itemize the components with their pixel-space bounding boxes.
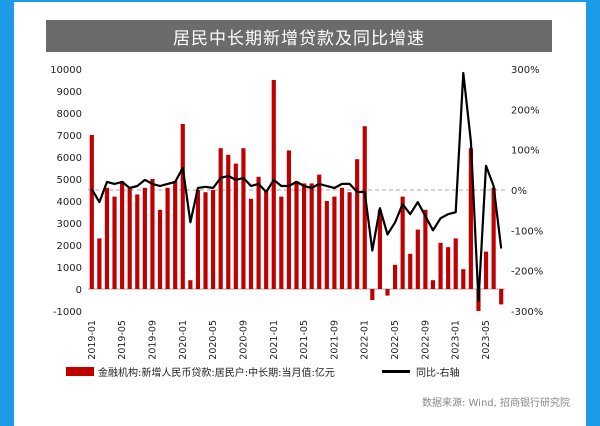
legend: 金融机构:新增人民币贷款:居民户:中长期:当月值:亿元 同比-右轴 [40,364,560,380]
legend-item-bars: 金融机构:新增人民币贷款:居民户:中长期:当月值:亿元 [66,364,335,379]
bar [142,187,147,289]
y-right-tick-label: -200% [511,267,543,278]
y-left-tick-label: 8000 [57,109,82,120]
y-left-tick-label: -1000 [53,307,82,318]
bar [104,187,110,289]
y-left-tick-label: 4000 [57,197,82,208]
bar [241,148,246,289]
bar [157,209,163,289]
y-left-tick-label: 1000 [57,263,82,274]
x-tick-label: 2022-05 [390,320,401,360]
y-left-tick-label: 7000 [57,131,82,142]
bar [97,238,102,289]
x-tick-label: 2021-05 [299,320,310,360]
bar [271,80,276,289]
bar [218,148,223,289]
bar [468,148,473,289]
x-tick-label: 2020-05 [208,320,219,360]
bar [165,187,170,289]
bar [483,251,489,289]
y-right-tick-label: 0% [511,186,527,197]
bar [461,269,466,289]
x-tick-label: 2023-05 [481,320,492,360]
bar [339,187,345,289]
bar [226,154,231,289]
y-right-tick-label: 100% [511,146,540,157]
bar [286,150,292,289]
bar [89,135,94,289]
bar [400,196,405,289]
x-tick-label: 2023-01 [451,320,462,360]
bar [233,163,238,289]
x-tick-label: 2022-01 [360,320,371,360]
legend-bar-swatch [66,367,94,376]
x-tick-label: 2019-09 [147,320,158,360]
bar [415,229,420,289]
bar [453,238,458,289]
bar [256,176,261,289]
chart-frame [14,2,586,426]
bar [362,126,367,289]
bar [203,192,208,289]
bar [408,253,413,289]
bar [211,190,216,289]
bar [385,289,390,296]
y-left-tick-label: 9000 [57,87,82,98]
bar [438,242,443,289]
bar [446,247,451,289]
bar [135,194,140,289]
bar [120,181,125,289]
chart-title: 居民中长期新增贷款及同比增速 [46,20,552,52]
bar [377,209,382,289]
bar [112,196,117,289]
y-right-tick-label: 300% [511,65,540,76]
bar [188,280,193,289]
bar [491,187,496,289]
source-note: 数据来源: Wind, 招商银行研究院 [421,398,570,409]
x-tick-label: 2020-01 [178,320,189,360]
x-tick-label: 2019-05 [117,320,128,360]
bar [324,201,329,289]
bar [294,181,299,289]
y-right-tick-label: -300% [511,307,543,318]
legend-bar-label: 金融机构:新增人民币贷款:居民户:中长期:当月值:亿元 [98,368,335,379]
bar [423,209,428,289]
x-tick-label: 2021-01 [269,320,280,360]
y-right-tick-label: -100% [511,226,543,237]
bar [150,179,155,289]
legend-line-label: 同比-右轴 [416,368,460,379]
yoy-growth-line [90,71,503,302]
bar [279,196,284,289]
x-tick-label: 2021-09 [329,320,340,360]
bar [248,198,254,289]
bar [301,183,307,289]
x-tick-label: 2020-09 [238,320,249,360]
y-left-tick-label: 2000 [57,241,82,252]
bar [392,264,398,289]
bar [173,181,178,289]
x-tick-label: 2019-01 [87,320,98,360]
y-left-tick-label: 5000 [57,175,82,186]
bar [195,190,201,289]
bar [355,159,360,289]
bar [430,280,436,289]
y-left-tick-label: 0 [76,285,82,296]
y-left-tick-label: 3000 [57,219,82,230]
y-left-tick-label: 10000 [50,65,82,76]
bar [264,190,269,289]
legend-line-swatch [382,370,410,373]
x-tick-label: 2022-09 [420,320,431,360]
bar [317,174,322,289]
bar [127,187,132,289]
y-right-tick-label: 200% [511,105,540,116]
bar [309,183,314,289]
bar [180,124,185,289]
y-left-tick-label: 6000 [57,153,82,164]
bar [347,192,352,289]
bar [332,196,337,289]
bar [499,289,504,305]
legend-item-line: 同比-右轴 [382,364,460,379]
bar [370,289,375,300]
